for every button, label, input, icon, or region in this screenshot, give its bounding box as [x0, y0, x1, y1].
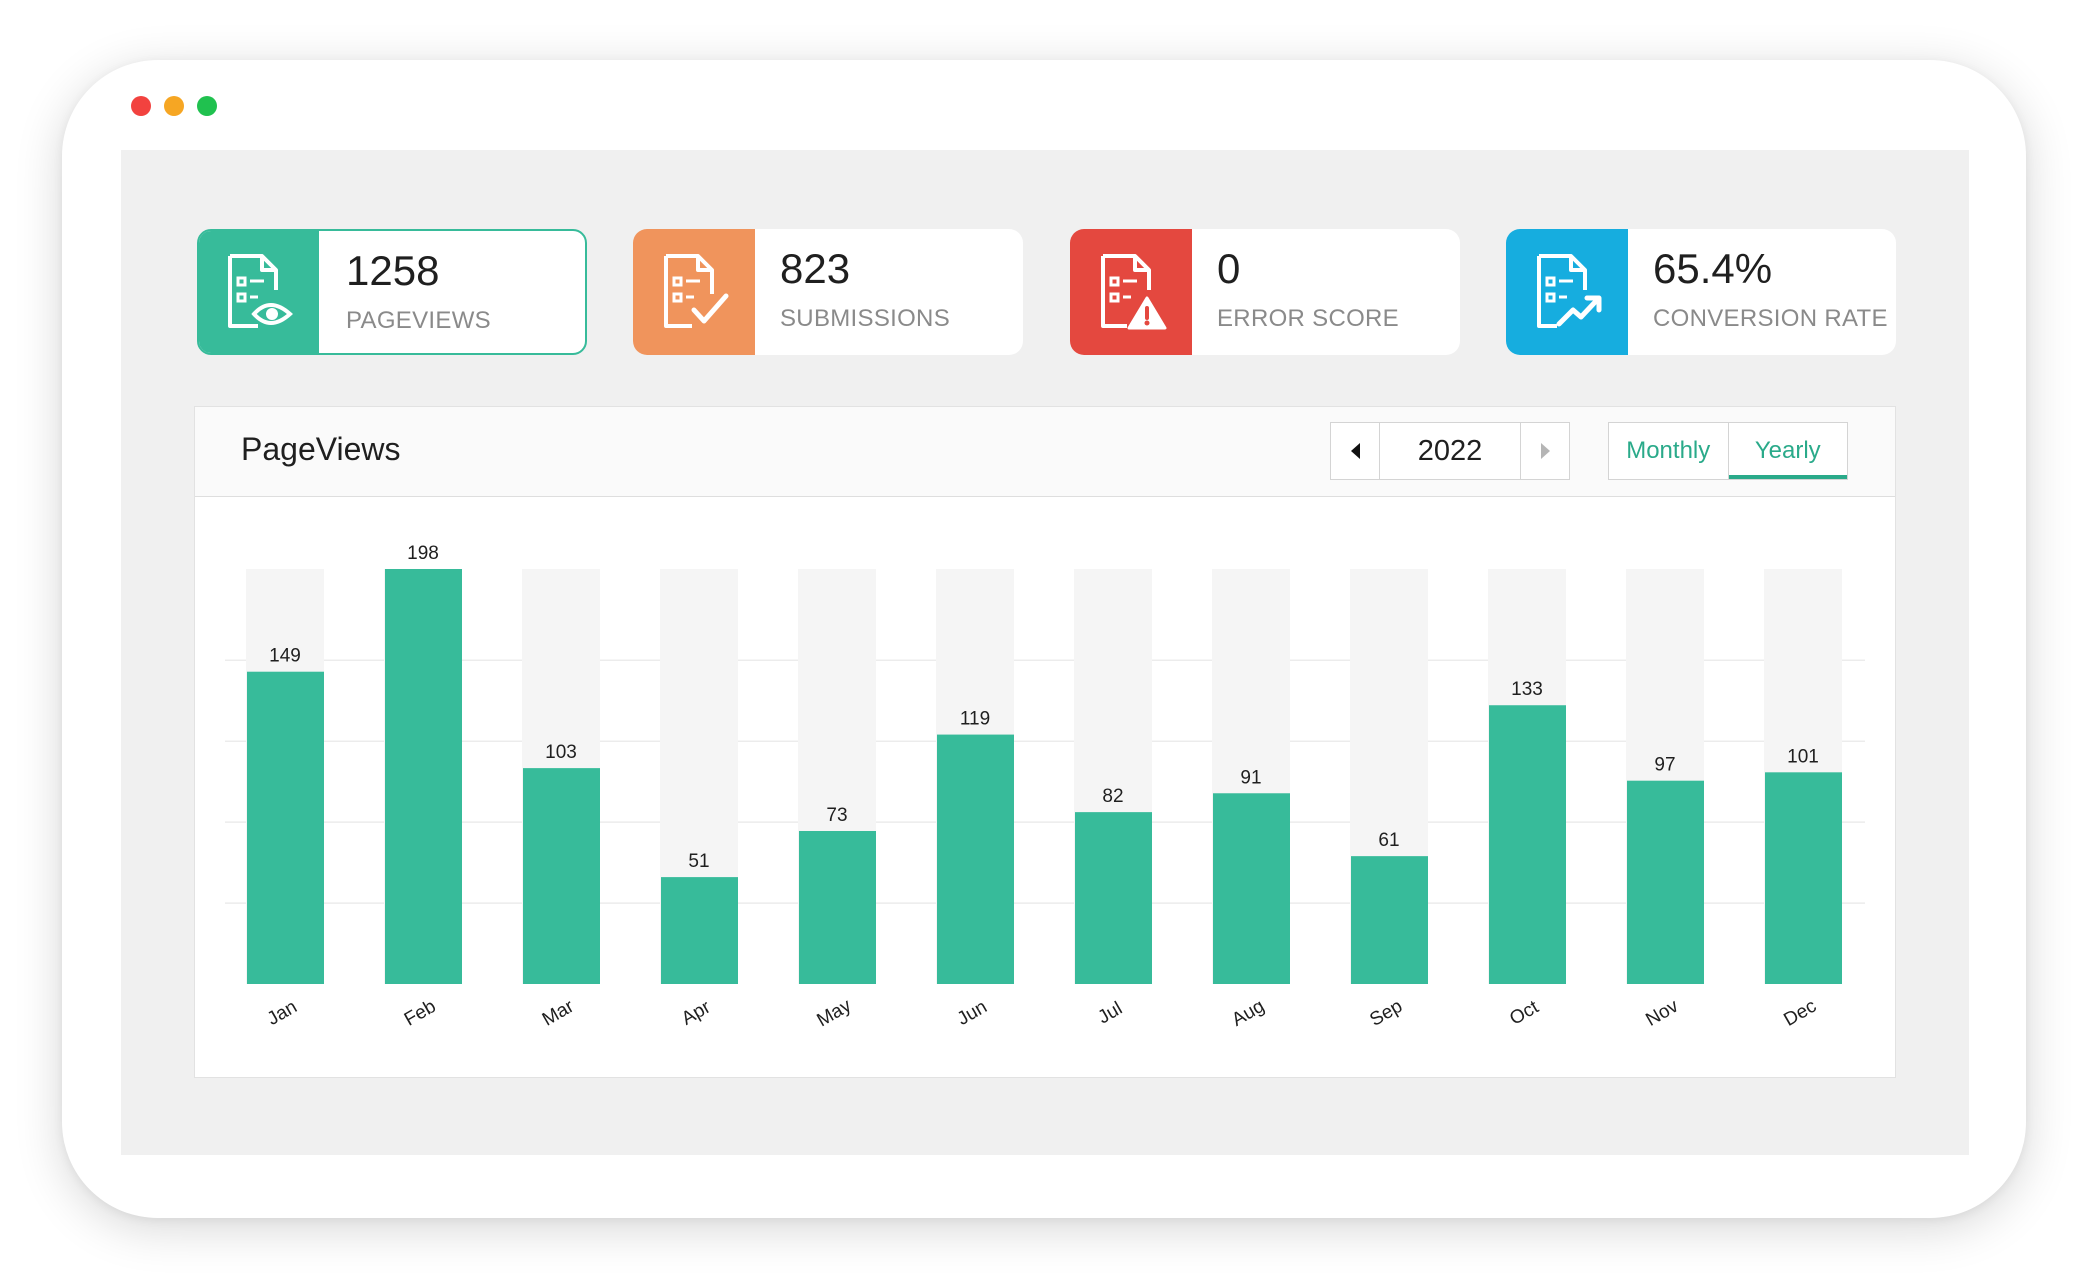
bar	[1213, 793, 1290, 984]
bar-value-label: 149	[269, 646, 301, 667]
bar-value-label: 91	[1240, 767, 1261, 788]
bar-value-label: 198	[407, 543, 439, 564]
previous-year-button[interactable]	[1331, 423, 1380, 479]
bar-value-label: 73	[826, 805, 847, 826]
yearly-toggle-button[interactable]: Yearly	[1728, 423, 1847, 479]
stat-card-conversion-rate[interactable]: 65.4% CONVERSION RATE	[1506, 229, 1896, 355]
x-axis-tick-label: Aug	[1228, 996, 1268, 1031]
bar-value-label: 97	[1654, 755, 1675, 776]
stat-value: 65.4%	[1653, 245, 1773, 292]
x-axis-tick-label: Mar	[539, 996, 578, 1031]
bar	[1351, 856, 1428, 984]
stat-value: 0	[1217, 245, 1241, 292]
x-axis-tick-label: Jul	[1094, 998, 1126, 1028]
bar	[661, 877, 738, 984]
bar	[1489, 705, 1566, 984]
pageviews-panel: PageViews 2022 Monthly Yearly 149 Jan 198 F…	[194, 406, 1896, 1078]
panel-title: PageViews	[241, 431, 401, 467]
x-axis-tick-label: Jun	[954, 996, 991, 1030]
period-toggle: Monthly Yearly	[1608, 422, 1848, 480]
document-trend-icon	[1506, 229, 1628, 355]
stat-value: 1258	[346, 247, 440, 294]
bar	[799, 830, 876, 984]
x-axis-tick-label: Sep	[1366, 996, 1406, 1031]
bar-value-label: 82	[1102, 786, 1123, 807]
document-warning-icon	[1070, 229, 1192, 355]
stat-label: CONVERSION RATE	[1653, 305, 1888, 332]
bar-value-label: 133	[1511, 679, 1543, 700]
bar-value-label: 119	[960, 709, 990, 730]
bar-value-label: 103	[545, 742, 577, 763]
stat-card-pageviews[interactable]: 1258 PAGEVIEWS	[197, 229, 587, 355]
pageviews-bar-chart: 149 Jan 198 Feb 103 Mar 51 Apr 73 May 119 Jun 82 Jul 9…	[225, 543, 1865, 1031]
bar	[1075, 812, 1152, 984]
caret-right-icon	[1540, 443, 1550, 459]
x-axis-tick-label: May	[813, 995, 855, 1031]
x-axis-tick-label: Feb	[401, 996, 440, 1031]
bar	[523, 768, 600, 984]
bar	[385, 569, 462, 984]
stat-card-submissions[interactable]: 823 SUBMISSIONS	[633, 229, 1023, 355]
x-axis-tick-label: Nov	[1642, 995, 1682, 1030]
panel-header: PageViews 2022 Monthly Yearly	[195, 407, 1895, 497]
x-axis-tick-label: Oct	[1506, 996, 1543, 1029]
window-maximize-button[interactable]	[197, 96, 217, 116]
bar-value-label: 61	[1378, 830, 1399, 851]
window-minimize-button[interactable]	[164, 96, 184, 116]
year-label: 2022	[1417, 434, 1483, 467]
x-axis-tick-label: Jan	[264, 996, 301, 1030]
stat-label: ERROR SCORE	[1217, 305, 1399, 332]
stat-value: 823	[780, 245, 851, 292]
window-close-button[interactable]	[131, 96, 151, 116]
x-axis-tick-label: Apr	[678, 996, 715, 1029]
monthly-toggle-button[interactable]: Monthly	[1609, 423, 1729, 479]
stat-label: PAGEVIEWS	[346, 307, 491, 334]
stat-label: SUBMISSIONS	[780, 305, 950, 332]
document-eye-icon	[199, 231, 319, 353]
x-axis-tick-label: Dec	[1780, 996, 1820, 1031]
bar-value-label: 51	[688, 851, 709, 872]
next-year-button[interactable]	[1520, 423, 1569, 479]
bar	[937, 734, 1014, 984]
bar	[1765, 772, 1842, 984]
stat-card-error-score[interactable]: 0 ERROR SCORE	[1070, 229, 1460, 355]
bar	[247, 671, 324, 984]
caret-left-icon	[1350, 443, 1360, 459]
document-check-icon	[633, 229, 755, 355]
bar-value-label: 101	[1787, 746, 1819, 767]
year-selector: 2022	[1330, 422, 1570, 480]
bar	[1627, 780, 1704, 984]
